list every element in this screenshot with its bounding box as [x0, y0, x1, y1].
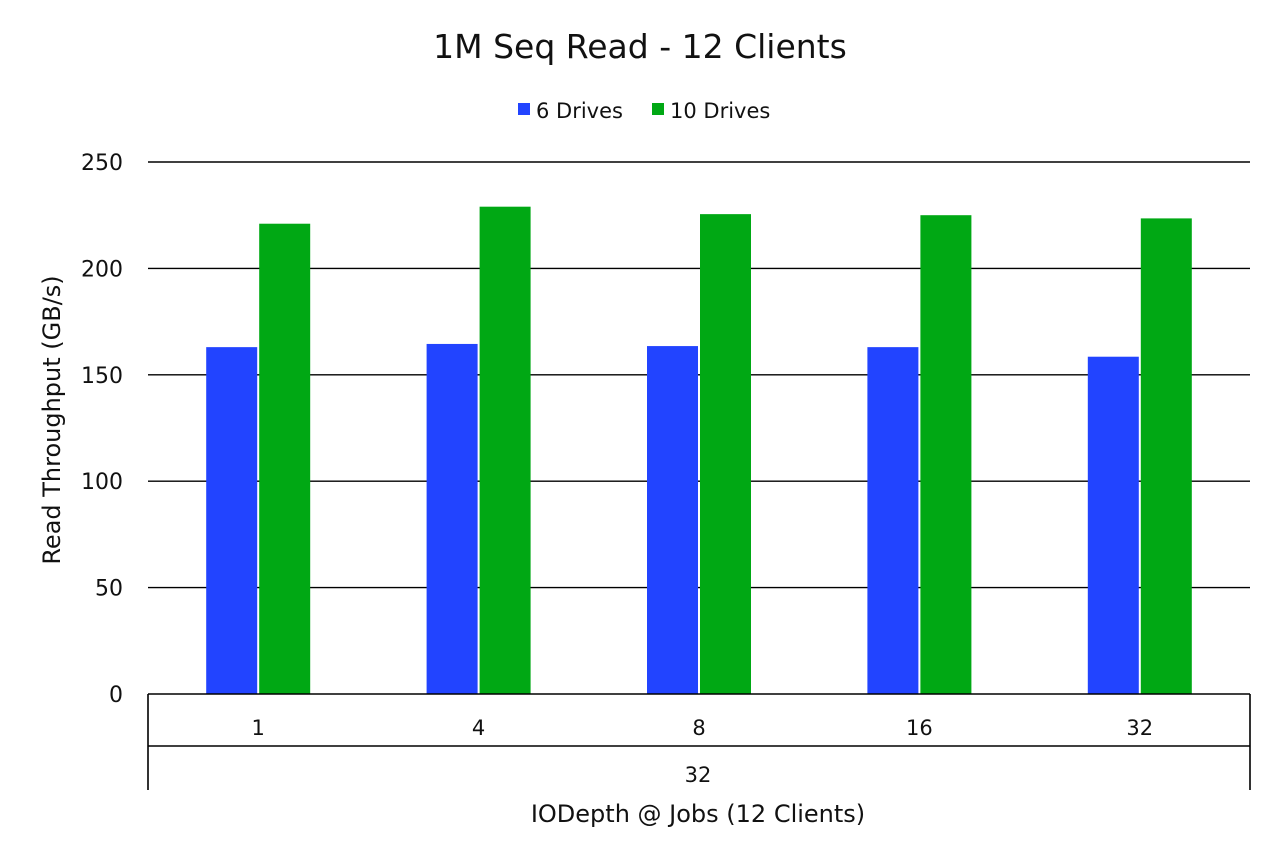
- bar-10-drives-8: [700, 214, 751, 695]
- bar-10-drives-16: [920, 215, 972, 694]
- bar-6-drives-32: [1087, 356, 1139, 694]
- y-tick-label: 0: [109, 683, 123, 708]
- legend-label: 10 Drives: [670, 99, 770, 123]
- bar-6-drives-1: [206, 347, 258, 694]
- bar-10-drives-1: [259, 223, 311, 694]
- x-tick-label: 8: [692, 716, 705, 740]
- bars: [206, 206, 1192, 695]
- bar-10-drives-32: [1140, 218, 1192, 694]
- x-tick-label: 32: [1126, 716, 1153, 740]
- x-axis-ticks: 1 4 8 16 32: [252, 716, 1154, 740]
- y-tick-label: 50: [95, 577, 123, 602]
- y-tick-label: 100: [81, 470, 123, 495]
- y-tick-label: 150: [81, 364, 123, 389]
- x-tick-label: 4: [472, 716, 485, 740]
- x-group-label: 32: [685, 763, 712, 787]
- chart-title: 1M Seq Read - 12 Clients: [433, 27, 847, 66]
- x-tick-label: 1: [252, 716, 265, 740]
- legend-swatch-10-drives: [652, 103, 664, 115]
- y-axis-label: Read Throughput (GB/s): [38, 275, 66, 564]
- bar-6-drives-16: [867, 347, 919, 694]
- x-axis-label: IODepth @ Jobs (12 Clients): [531, 800, 865, 828]
- bar-10-drives-4: [479, 206, 531, 695]
- bar-6-drives-8: [647, 346, 698, 694]
- bar-6-drives-4: [426, 343, 478, 694]
- y-tick-label: 200: [81, 257, 123, 282]
- y-tick-label: 250: [81, 151, 123, 176]
- gridlines: [148, 161, 1250, 589]
- legend: 6 Drives 10 Drives: [518, 99, 770, 123]
- legend-label: 6 Drives: [536, 99, 623, 123]
- y-axis-ticks: 0 50 100 150 200 250: [81, 151, 123, 708]
- legend-swatch-6-drives: [518, 103, 530, 115]
- x-tick-label: 16: [906, 716, 933, 740]
- x-axis: [147, 693, 1251, 790]
